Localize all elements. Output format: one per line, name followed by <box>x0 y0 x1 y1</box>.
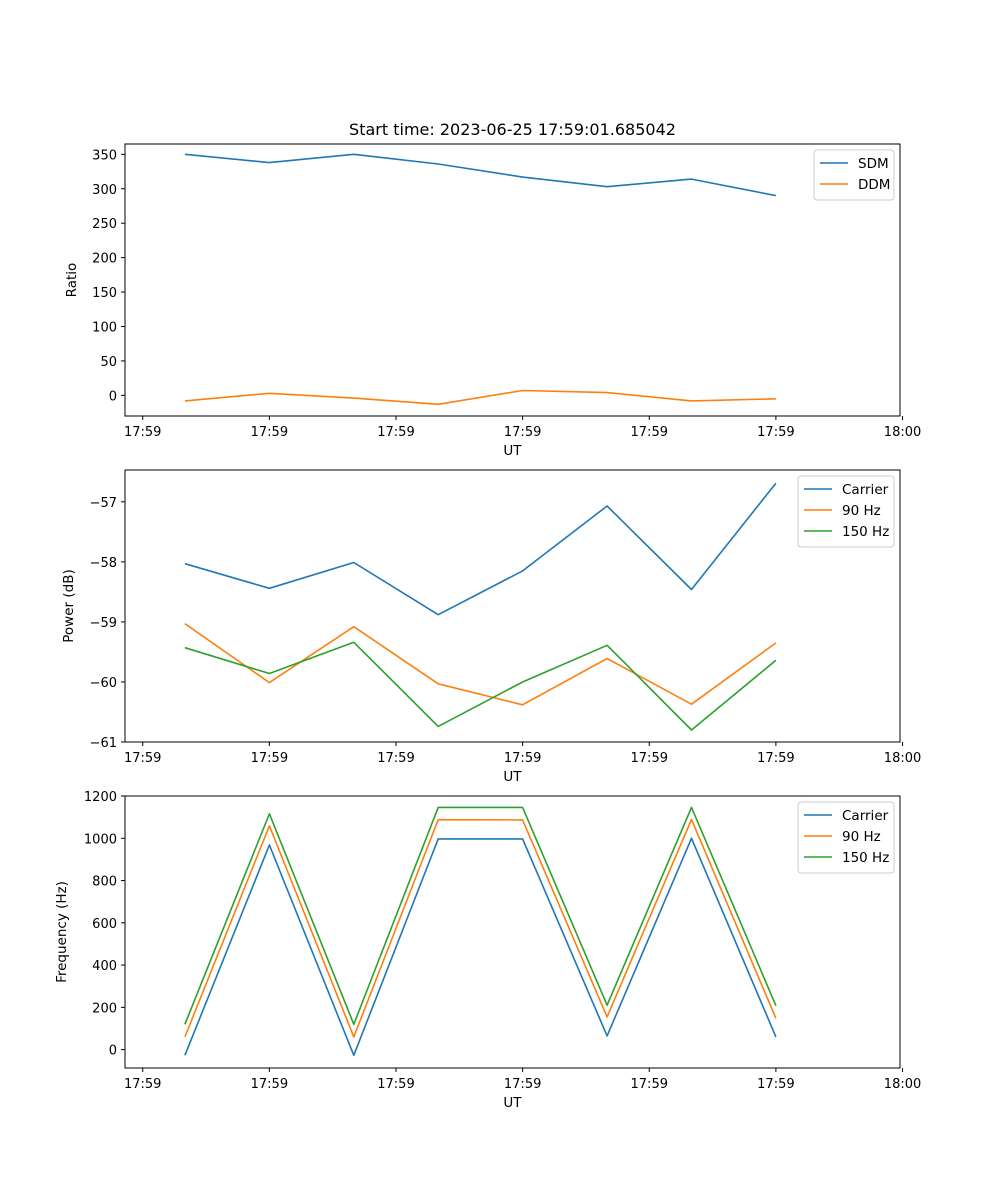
x-tick-label: 17:59 <box>124 1077 161 1092</box>
y-axis-label: Power (dB) <box>61 569 77 642</box>
legend-label: Carrier <box>842 482 889 498</box>
series-line-150-hz <box>184 806 777 1026</box>
series-line-90-hz <box>184 623 777 706</box>
y-tick-label: 0 <box>109 389 117 404</box>
y-tick-label: 50 <box>100 355 117 370</box>
x-axis-label: UT <box>503 1095 522 1111</box>
plot-frame <box>124 143 901 417</box>
y-tick-label: −60 <box>90 676 117 691</box>
x-tick-label: 17:59 <box>757 425 794 440</box>
y-tick-label: 1000 <box>84 832 117 847</box>
legend: Carrier 90 Hz 150 Hz <box>797 475 895 548</box>
legend: Carrier 90 Hz 150 Hz <box>797 801 895 874</box>
chart-title: Start time: 2023-06-25 17:59:01.685042 <box>349 120 676 139</box>
x-tick-label: 18:00 <box>884 1077 921 1092</box>
x-tick-label: 18:00 <box>884 425 921 440</box>
plot-frame <box>124 469 901 743</box>
y-tick-label: 1200 <box>84 790 117 805</box>
x-tick-label: 17:59 <box>504 751 541 766</box>
y-tick-label: 800 <box>92 875 117 890</box>
x-tick-label: 18:00 <box>884 751 921 766</box>
x-tick-label: 17:59 <box>251 751 288 766</box>
y-axis-label: Frequency (Hz) <box>54 881 70 983</box>
chart-3: 17:59 17:59 17:59 17:59 17:59 17:59 18:00 0 200 4… <box>54 790 921 1111</box>
series-line-carrier <box>184 837 777 1057</box>
y-tick-label: −61 <box>90 736 117 751</box>
series-line-sdm <box>184 153 777 197</box>
series-line-90-hz <box>184 818 777 1038</box>
y-axis-label: Ratio <box>64 263 80 298</box>
y-tick-label: −58 <box>90 556 117 571</box>
y-tick-label: 100 <box>92 320 117 335</box>
series-line-ddm <box>184 389 776 406</box>
chart-2: 17:59 17:59 17:59 17:59 17:59 17:59 18:00 −61 −6… <box>61 469 921 785</box>
x-tick-label: 17:59 <box>631 1077 668 1092</box>
legend-label: 150 Hz <box>842 524 889 540</box>
x-tick-label: 17:59 <box>631 425 668 440</box>
legend-label: Carrier <box>842 808 889 824</box>
plot-frame <box>124 795 901 1069</box>
y-tick-label: 600 <box>92 917 117 932</box>
legend-label: 150 Hz <box>842 850 889 866</box>
x-tick-label: 17:59 <box>631 751 668 766</box>
legend: SDM DDM <box>813 149 895 201</box>
x-tick-label: 17:59 <box>124 425 161 440</box>
y-tick-label: 350 <box>92 148 117 163</box>
y-tick-label: −57 <box>90 496 117 511</box>
series-line-carrier <box>184 482 777 616</box>
series-line-150-hz <box>184 641 777 731</box>
x-tick-label: 17:59 <box>377 1077 414 1092</box>
x-tick-label: 17:59 <box>377 425 414 440</box>
x-tick-label: 17:59 <box>377 751 414 766</box>
y-tick-label: 250 <box>92 217 117 232</box>
legend-label: SDM <box>858 156 889 172</box>
legend-label: 90 Hz <box>842 829 881 845</box>
y-tick-label: −59 <box>90 616 117 631</box>
y-tick-label: 0 <box>109 1044 117 1059</box>
x-tick-label: 17:59 <box>504 1077 541 1092</box>
legend-label: DDM <box>858 177 890 193</box>
y-tick-label: 200 <box>92 1001 117 1016</box>
legend-label: 90 Hz <box>842 503 881 519</box>
x-tick-label: 17:59 <box>757 751 794 766</box>
legend-box <box>797 475 895 548</box>
legend-box <box>797 801 895 874</box>
x-tick-label: 17:59 <box>251 1077 288 1092</box>
y-tick-label: 300 <box>92 183 117 198</box>
chart-1: Start time: 2023-06-25 17:59:01.685042 17… <box>64 120 921 459</box>
x-tick-label: 17:59 <box>251 425 288 440</box>
x-axis-label: UT <box>503 769 522 785</box>
y-tick-label: 200 <box>92 252 117 267</box>
x-tick-label: 17:59 <box>757 1077 794 1092</box>
y-tick-label: 150 <box>92 286 117 301</box>
x-tick-label: 17:59 <box>504 425 541 440</box>
x-axis-label: UT <box>503 443 522 459</box>
y-tick-label: 400 <box>92 959 117 974</box>
x-tick-label: 17:59 <box>124 751 161 766</box>
